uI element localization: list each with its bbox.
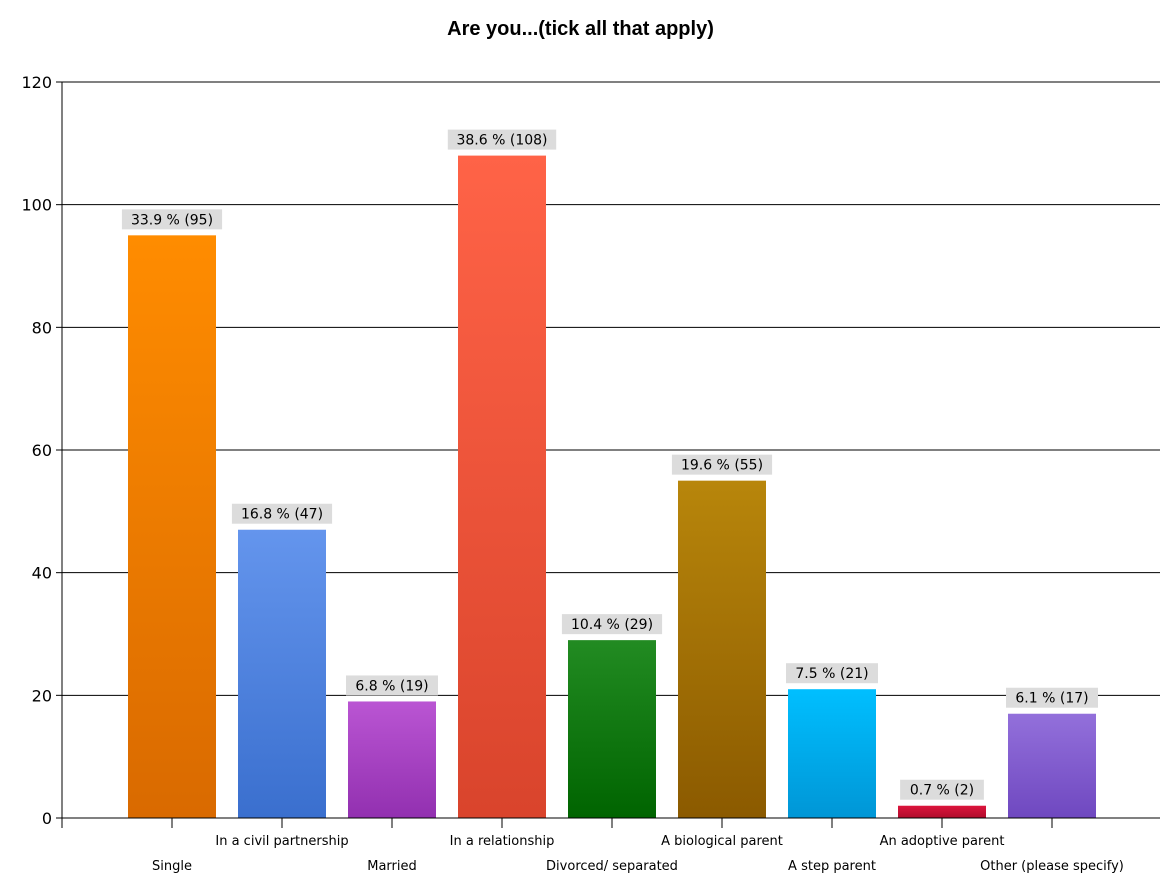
x-category-label: Married [367,859,417,874]
y-tick-label: 20 [32,686,52,705]
data-label: 10.4 % (29) [571,617,653,633]
data-label-box [671,454,773,475]
bar [898,805,986,818]
bar [458,155,546,819]
data-label-box [447,129,557,150]
x-category-label: An adoptive parent [880,834,1005,849]
data-label-box [561,614,663,635]
bar [348,701,436,818]
y-tick-label: 0 [42,809,52,828]
x-category-label: Single [152,859,192,874]
bar [678,480,766,818]
data-label: 6.8 % (19) [355,678,428,694]
data-label-box [786,663,878,684]
data-label-box [346,675,438,696]
y-tick-label: 40 [32,564,52,583]
y-tick-label: 100 [21,196,52,215]
data-label: 33.9 % (95) [131,212,213,228]
data-label-box [1006,687,1098,708]
data-labels: 33.9 % (95) 16.8 % (47) 6.8 % (19) 38.6 % (… [121,129,1098,800]
data-label-box [231,503,333,524]
bar [128,235,216,819]
x-category-label: In a civil partnership [215,834,348,849]
bar [568,640,656,818]
gridlines [62,81,1160,696]
bar [1008,713,1096,818]
x-category-label: Divorced/ separated [546,859,678,874]
chart-title: Are you...(tick all that apply) [447,18,714,40]
y-tick-label: 80 [32,318,52,337]
data-label-box [121,209,223,230]
bar [788,689,876,818]
y-tick-label: 60 [32,441,52,460]
x-category-label: In a relationship [450,834,555,849]
x-category-label: A biological parent [661,834,783,849]
data-label: 0.7 % (2) [910,783,974,799]
axes: 0 20 40 60 80 100 120 Single In a civil partners… [21,73,1160,874]
x-category-label: A step parent [788,859,876,874]
data-label: 19.6 % (55) [681,458,763,474]
y-tick-label: 120 [21,73,52,92]
x-category-label: Other (please specify) [980,859,1124,874]
bars [128,155,1096,819]
data-label: 38.6 % (108) [456,133,547,149]
bar [238,529,326,818]
data-label: 7.5 % (21) [795,666,868,682]
data-label-box [900,779,984,800]
data-label: 6.1 % (17) [1015,691,1088,707]
data-label: 16.8 % (47) [241,507,323,523]
